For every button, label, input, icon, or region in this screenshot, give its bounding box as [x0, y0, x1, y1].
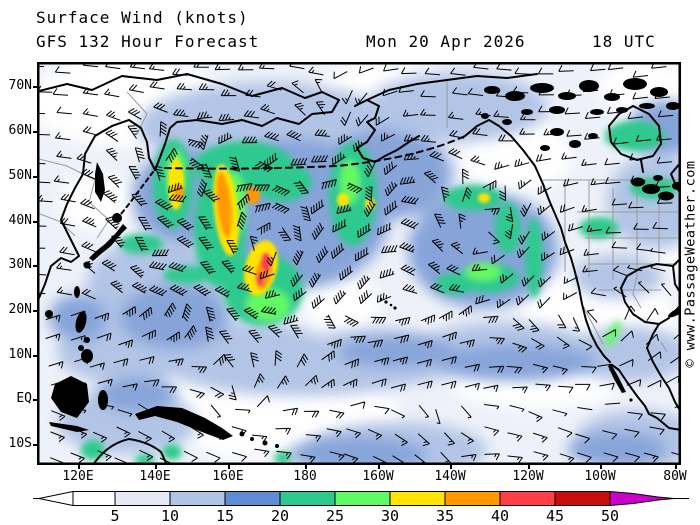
lon-tick	[528, 465, 530, 469]
lat-label: EQ	[16, 391, 32, 406]
colorbar-tick-label: 20	[271, 507, 289, 525]
watermark-text: © www.PassageWeather.com	[682, 159, 699, 368]
colorbar-segment	[169, 491, 226, 506]
lat-tick	[33, 176, 37, 178]
lon-label: 120E	[62, 469, 94, 484]
colorbar-segment	[279, 491, 336, 506]
lon-label: 140W	[434, 469, 466, 484]
wind-speed-colorbar: 5 10 15 20 25 30 35 40 45 50	[33, 490, 689, 525]
valid-date-label: Mon 20 Apr 2026	[366, 32, 526, 51]
map-frame	[37, 62, 681, 465]
lon-label: 180	[293, 469, 317, 484]
colorbar-segment	[224, 491, 281, 506]
colorbar-segment	[389, 491, 446, 506]
lon-label: 80W	[663, 469, 687, 484]
colorbar-tick-label: 45	[546, 507, 564, 525]
valid-time-label: 18 UTC	[592, 32, 656, 51]
wind-map	[37, 62, 681, 465]
colorbar-segment	[499, 491, 556, 506]
colorbar-segment	[72, 491, 116, 506]
lon-tick	[228, 465, 230, 469]
colorbar-tick-label: 10	[161, 507, 179, 525]
lon-tick	[600, 465, 602, 469]
lat-label: 60N	[8, 123, 32, 138]
lon-tick	[450, 465, 452, 469]
colorbar-tick-label: 15	[216, 507, 234, 525]
lat-label: 70N	[8, 78, 32, 93]
lon-tick	[78, 465, 80, 469]
lon-tick	[155, 465, 157, 469]
forecast-model-label: GFS 132 Hour Forecast	[36, 32, 260, 51]
colorbar-tick-label: 40	[491, 507, 509, 525]
colorbar-left-arrow-icon	[38, 490, 74, 507]
lon-label: 100W	[584, 469, 616, 484]
lat-label: 40N	[8, 213, 32, 228]
lat-tick	[33, 310, 37, 312]
lat-tick	[33, 355, 37, 357]
watermark: © www.PassageWeather.com	[681, 62, 700, 465]
page-title: Surface Wind (knots)	[36, 8, 249, 27]
lon-label: 140E	[139, 469, 171, 484]
colorbar-tick-label: 35	[436, 507, 454, 525]
lat-label: 50N	[8, 168, 32, 183]
lon-tick	[305, 465, 307, 469]
colorbar-tick-label: 25	[326, 507, 344, 525]
colorbar-segments	[72, 491, 611, 506]
coastlines-layer	[39, 73, 679, 463]
lon-label: 160E	[212, 469, 244, 484]
lon-tick	[675, 465, 677, 469]
colorbar-segment	[334, 491, 391, 506]
colorbar-tick-label: 30	[381, 507, 399, 525]
lon-tick	[378, 465, 380, 469]
lon-label: 120W	[512, 469, 544, 484]
colorbar-labels: 5 10 15 20 25 30 35 40 45 50	[110, 507, 619, 525]
colorbar-tick-label: 50	[601, 507, 619, 525]
colorbar-right-arrow-icon	[609, 490, 675, 507]
lat-label: 20N	[8, 302, 32, 317]
lat-tick	[33, 444, 37, 446]
lat-tick	[33, 131, 37, 133]
wind-barbs-layer	[39, 64, 679, 463]
lat-label: 10N	[8, 347, 32, 362]
lat-tick	[33, 221, 37, 223]
lat-label: 10S	[8, 436, 32, 451]
colorbar-tick-label: 5	[110, 507, 119, 525]
wind-barbs	[39, 64, 679, 463]
lat-tick	[33, 399, 37, 401]
lat-tick	[33, 265, 37, 267]
colorbar-segment	[114, 491, 171, 506]
lat-label: 30N	[8, 257, 32, 272]
colorbar-segment	[554, 491, 611, 506]
colorbar-segment	[444, 491, 501, 506]
lon-label: 160W	[362, 469, 394, 484]
lat-tick	[33, 86, 37, 88]
